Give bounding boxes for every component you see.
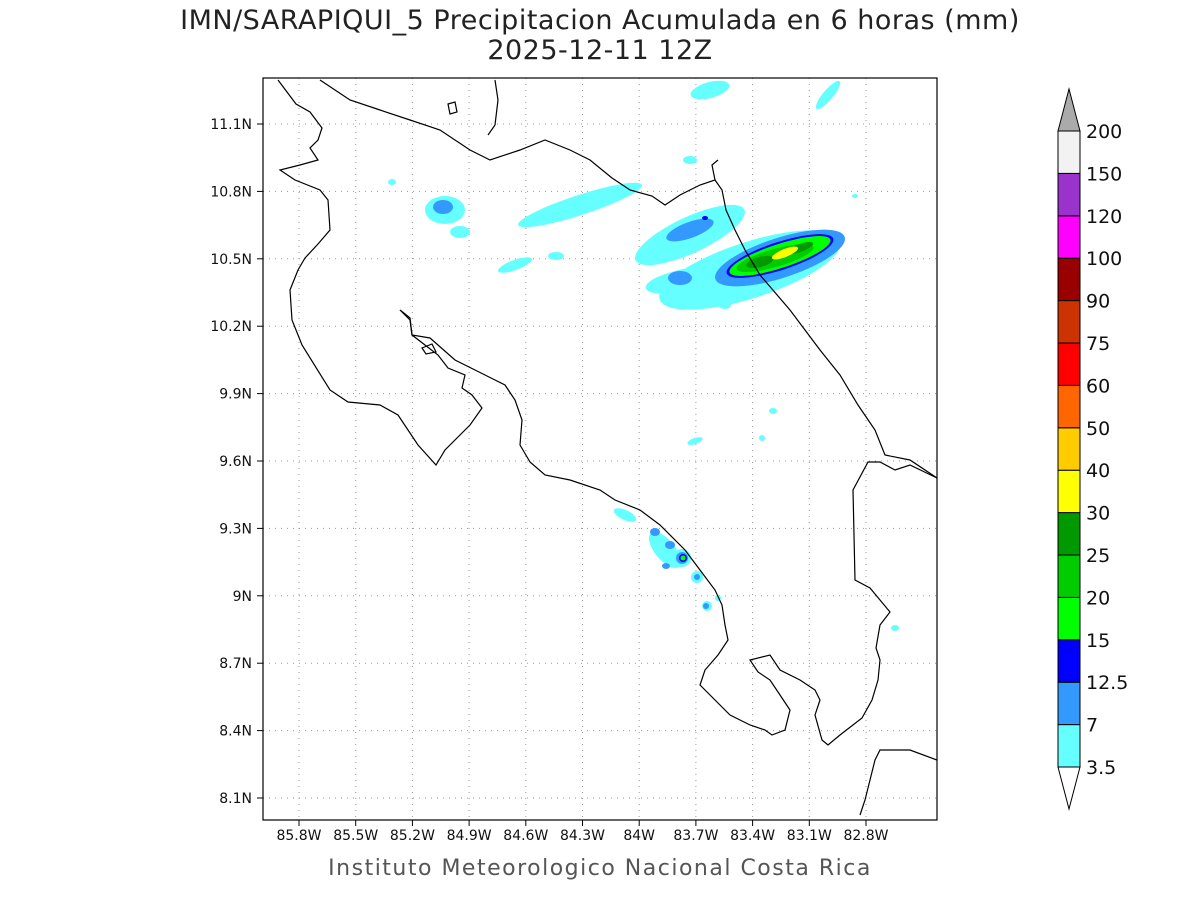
colorbar-label: 3.5 xyxy=(1086,757,1116,779)
colorbar-swatch xyxy=(1057,384,1081,429)
colorbar-swatch xyxy=(1057,257,1081,302)
lon-tick-label: 82.8W xyxy=(843,828,888,844)
colorbar: 3.5 7 12.5 15 20 25 30 40 50 60 75 90 100 120 150 200 xyxy=(1057,87,1128,811)
colorbar-label: 12.5 xyxy=(1086,672,1128,694)
lat-tick-label: 9N xyxy=(233,589,252,605)
colorbar-swatch xyxy=(1057,215,1081,259)
map-datetime: 2025-12-11 12Z xyxy=(487,35,713,66)
colorbar-swatch xyxy=(1057,172,1081,217)
colorbar-label: 60 xyxy=(1086,375,1110,397)
colorbar-label: 90 xyxy=(1086,291,1110,313)
colorbar-label: 50 xyxy=(1086,418,1110,440)
lon-tick-label: 85.8W xyxy=(276,828,321,844)
colorbar-label: 20 xyxy=(1086,587,1110,609)
colorbar-label: 7 xyxy=(1086,715,1098,737)
lat-tick-label: 8.7N xyxy=(219,656,252,672)
lon-tick-label: 84.6W xyxy=(503,828,548,844)
colorbar-label: 25 xyxy=(1086,545,1110,567)
lat-tick-label: 9.3N xyxy=(219,521,252,537)
colorbar-label: 40 xyxy=(1086,460,1110,482)
colorbar-swatch xyxy=(1057,427,1081,471)
colorbar-swatch xyxy=(1057,639,1081,683)
lon-tick-label: 84.9W xyxy=(447,828,492,844)
colorbar-label: 30 xyxy=(1086,503,1110,525)
colorbar-swatch xyxy=(1057,130,1081,174)
colorbar-label: 15 xyxy=(1086,630,1110,652)
lat-tick-label: 11.1N xyxy=(210,117,252,133)
lat-tick-label: 9.9N xyxy=(219,387,252,403)
colorbar-label: 150 xyxy=(1086,163,1122,185)
colorbar-swatch xyxy=(1057,596,1081,641)
colorbar-swatch xyxy=(1057,512,1081,556)
colorbar-label: 120 xyxy=(1086,206,1122,228)
lon-tick-label: 85.2W xyxy=(390,828,435,844)
colorbar-min-arrow xyxy=(1057,766,1081,811)
coastlines xyxy=(277,79,937,816)
lat-tick-label: 8.1N xyxy=(219,791,252,807)
colorbar-swatch xyxy=(1057,724,1081,768)
colorbar-swatch xyxy=(1057,554,1081,598)
map-frame xyxy=(262,77,938,821)
colorbar-max-arrow xyxy=(1057,87,1081,132)
lon-tick-label: 84.3W xyxy=(560,828,605,844)
lat-tick-label: 8.4N xyxy=(219,724,252,740)
lat-tick-label: 10.8N xyxy=(210,184,252,200)
colorbar-label: 75 xyxy=(1086,333,1110,355)
graticule xyxy=(263,78,937,820)
colorbar-label: 200 xyxy=(1086,121,1122,143)
lon-tick-label: 83.7W xyxy=(673,828,718,844)
map-title: IMN/SARAPIQUI_5 Precipitacion Acumulada … xyxy=(180,5,1020,36)
lat-tick-label: 10.5N xyxy=(210,252,252,268)
lon-tick-label: 83.1W xyxy=(787,828,832,844)
lon-tick-label: 85.5W xyxy=(333,828,378,844)
colorbar-swatch xyxy=(1057,342,1081,386)
lat-tick-label: 10.2N xyxy=(210,319,252,335)
lon-tick-label: 83.4W xyxy=(730,828,775,844)
colorbar-swatch xyxy=(1057,681,1081,726)
precip-field xyxy=(277,79,937,816)
colorbar-swatch xyxy=(1057,300,1081,344)
colorbar-label: 100 xyxy=(1086,248,1122,270)
credit-text: Instituto Meteorologico Nacional Costa R… xyxy=(328,856,872,881)
lon-tick-label: 84W xyxy=(623,828,655,844)
lat-tick-label: 9.6N xyxy=(219,454,252,470)
colorbar-swatch xyxy=(1057,469,1081,514)
